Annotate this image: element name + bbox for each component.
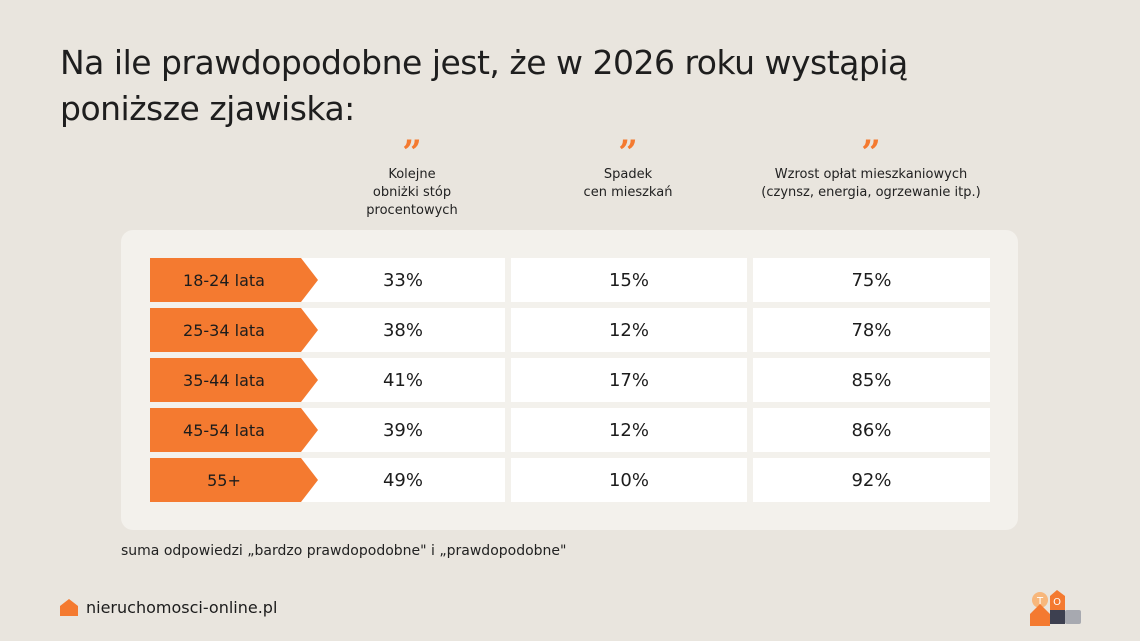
quote-icon: ” [402,133,422,173]
table-cell: 15% [511,258,747,302]
table-cell: 92% [753,458,990,502]
row-label: 45-54 lata [150,408,318,452]
table-cell: 39% [301,408,505,452]
svg-text:T: T [1036,596,1044,607]
column-header-line: procentowych [366,203,458,218]
column-header-line: Kolejne [388,167,436,182]
table-cell: 10% [511,458,747,502]
svg-text:O: O [1053,597,1061,608]
site-brand[interactable]: nieruchomosci-online.pl [60,598,277,617]
row-label: 35-44 lata [150,358,318,402]
column-header-line: Wzrost opłat mieszkaniowych [774,167,968,182]
row-label: 18-24 lata [150,258,318,302]
row-label-text: 25-34 lata [183,320,265,340]
row-label: 25-34 lata [150,308,318,352]
site-url: nieruchomosci-online.pl [86,598,278,617]
quote-icon: ” [861,133,881,173]
column-header: ” Kolejne obniżki stóp procentowych [262,133,562,220]
quote-icon: ” [618,133,638,173]
table-cell: 78% [753,308,990,352]
table-cell: 33% [301,258,505,302]
row-label-text: 35-44 lata [183,370,265,390]
table-cell: 17% [511,358,747,402]
row-label-text: 55+ [207,470,241,490]
column-header: ” Spadek cen mieszkań [478,133,778,202]
tomy-logo: T O [1030,590,1081,626]
row-label-text: 45-54 lata [183,420,265,440]
table-cell: 86% [753,408,990,452]
house-icon [60,599,78,616]
table-cell: 41% [301,358,505,402]
table-cell: 12% [511,408,747,452]
column-header: ” Wzrost opłat mieszkaniowych (czynsz, ene… [721,133,1021,202]
column-header-line: cen mieszkań [583,185,673,200]
column-header-line: obniżki stóp [372,185,452,200]
table-cell: 75% [753,258,990,302]
page-title: Na ile prawdopodobne jest, że w 2026 rok… [60,43,908,128]
table-cell: 85% [753,358,990,402]
table-cell: 38% [301,308,505,352]
column-header-line: (czynsz, energia, ogrzewanie itp.) [761,185,981,200]
row-label: 55+ [150,458,318,502]
table-cell: 49% [301,458,505,502]
footnote: suma odpowiedzi „bardzo prawdopodobne" i… [121,543,567,559]
table-cell: 12% [511,308,747,352]
column-header-line: Spadek [603,167,653,182]
row-label-text: 18-24 lata [183,270,265,290]
